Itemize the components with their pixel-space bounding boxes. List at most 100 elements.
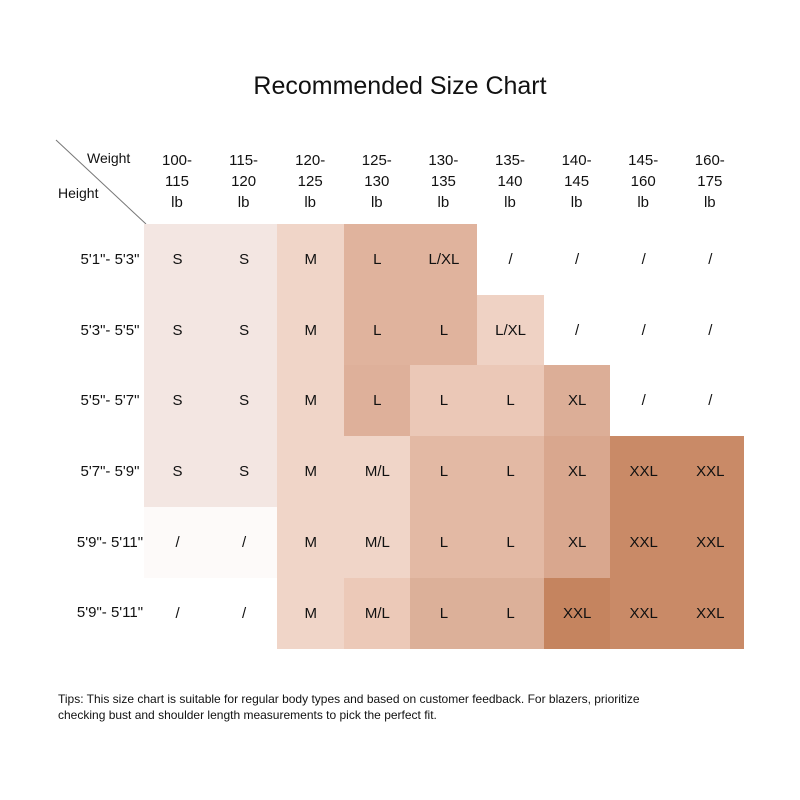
size-cell: L — [477, 365, 545, 437]
size-cell: / — [144, 577, 212, 649]
column-header-line: 175 — [697, 173, 723, 190]
size-cell: L — [410, 577, 478, 649]
size-cell: / — [676, 294, 744, 366]
size-cell: M — [277, 436, 345, 508]
column-header-line: lb — [504, 194, 516, 211]
column-header-line: 140- — [561, 152, 592, 169]
size-cell: L — [410, 436, 478, 508]
column-header-line: 125 — [297, 173, 323, 190]
column-header: 125- 130 lb — [344, 150, 410, 213]
row-label: 5'3"- 5'5" — [80, 321, 140, 339]
column-header-line: 130- — [428, 152, 459, 169]
column-header-line: 115- — [229, 152, 259, 169]
size-cell: S — [210, 294, 278, 366]
size-cell: XXL — [676, 436, 744, 508]
size-cell: S — [210, 436, 278, 508]
size-cell: / — [210, 506, 278, 578]
size-cell: / — [610, 365, 678, 437]
column-header-line: lb — [370, 194, 383, 211]
size-cell: / — [676, 224, 744, 296]
column-header-line: lb — [237, 194, 250, 211]
column-header-line: 160- — [694, 152, 725, 169]
size-cell: / — [610, 294, 678, 366]
column-header: 160- 175 lb — [677, 150, 743, 213]
column-header-line: 120 — [231, 173, 257, 190]
size-cell: L/XL — [477, 294, 545, 366]
weight-label: Weight — [87, 150, 131, 166]
size-cell: XXL — [610, 577, 678, 649]
size-cell: L — [343, 294, 411, 366]
size-cell: S — [210, 224, 278, 296]
size-cell: L — [410, 294, 478, 366]
size-cell: M/L — [343, 577, 411, 649]
size-cell: / — [477, 224, 545, 296]
tips-text: checking bust and shoulder length measur… — [58, 708, 437, 722]
size-cell: / — [610, 224, 678, 296]
size-cell: M — [277, 506, 345, 578]
column-header-line: 160 — [630, 173, 656, 190]
size-cell: XL — [543, 365, 611, 437]
size-cell: L — [477, 577, 545, 649]
column-header-line: 120- — [295, 152, 326, 169]
column-header: 115- 120 lb — [211, 150, 277, 213]
size-cell: L — [477, 436, 545, 508]
column-header-line: 135- — [494, 152, 526, 169]
row-label: 5'5"- 5'7" — [80, 392, 140, 410]
row-label: 5'1"- 5'3" — [80, 250, 140, 268]
column-header: 100- 115 lb — [144, 150, 210, 213]
size-cell: S — [210, 365, 278, 437]
size-cell: S — [144, 436, 212, 508]
size-cell: XL — [543, 506, 611, 578]
row-label: 5'9"- 5'11" — [76, 533, 144, 551]
column-header-line: 125- — [361, 152, 392, 169]
size-cell: L — [410, 365, 478, 437]
column-header-line: 145 — [564, 173, 590, 190]
column-header-line: 115 — [165, 173, 189, 190]
size-cell: XXL — [676, 506, 744, 578]
title: Recommended Size Chart — [253, 72, 547, 100]
size-cell: S — [144, 224, 212, 296]
column-header: 140- 145 lb — [544, 150, 610, 213]
size-cell: / — [543, 224, 611, 296]
column-header-line: lb — [570, 194, 583, 211]
size-cell: L — [477, 506, 545, 578]
column-header-line: lb — [437, 194, 450, 211]
size-cell: XXL — [543, 577, 611, 649]
size-cell: XXL — [610, 506, 678, 578]
size-cell: XXL — [676, 577, 744, 649]
size-cell: L — [343, 224, 411, 296]
size-cell: M — [277, 294, 345, 366]
size-cell: S — [144, 365, 212, 437]
column-header: 135- 140 lb — [477, 150, 543, 213]
column-header-line: lb — [171, 194, 183, 211]
column-header: 130- 135 lb — [410, 150, 476, 213]
size-cell: M — [277, 224, 345, 296]
column-header-line: 130 — [364, 173, 390, 190]
size-cell: M/L — [343, 436, 411, 508]
size-cell: / — [676, 365, 744, 437]
size-cell: / — [210, 577, 278, 649]
column-header-line: lb — [304, 194, 317, 211]
size-cell: M — [277, 365, 345, 437]
size-cell: / — [144, 506, 212, 578]
size-cell: S — [144, 294, 212, 366]
row-label: 5'7"- 5'9" — [80, 462, 140, 480]
column-header-line: 140 — [497, 173, 523, 190]
row-label: 5'9"- 5'11" — [76, 604, 144, 622]
size-cell: XL — [543, 436, 611, 508]
column-header: 120- 125 lb — [277, 150, 343, 213]
tips-text: Tips: This size chart is suitable for re… — [58, 692, 640, 706]
size-cell: L — [343, 365, 411, 437]
column-header-line: 100- — [161, 152, 193, 169]
corner-divider — [55, 139, 147, 225]
size-cell: / — [543, 294, 611, 366]
size-cell: XXL — [610, 436, 678, 508]
column-header-line: 135 — [430, 173, 456, 190]
column-header-line: 145- — [628, 152, 659, 169]
height-label: Height — [58, 185, 99, 201]
column-header: 145- 160 lb — [610, 150, 676, 213]
column-header-line: lb — [637, 194, 650, 211]
size-cell: M/L — [343, 506, 411, 578]
column-header-line: lb — [703, 194, 716, 211]
